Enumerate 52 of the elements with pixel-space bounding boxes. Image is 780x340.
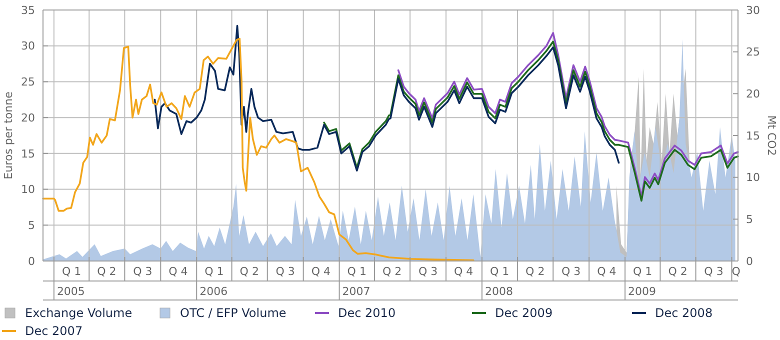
text: 2006 bbox=[200, 285, 228, 298]
line-series bbox=[154, 24, 620, 172]
x-tick-label: Q 1 bbox=[62, 265, 82, 278]
x-tick-label: Q 3 bbox=[133, 265, 152, 278]
x-tick-label: Q 2 bbox=[382, 265, 402, 278]
y2-axis-title: Mt CO2 bbox=[765, 115, 778, 156]
x-tick-label: Q 2 bbox=[526, 265, 545, 278]
y2-tick-label: 30 bbox=[746, 4, 760, 17]
x-tick-label: Q 2 bbox=[668, 265, 688, 278]
line-series bbox=[42, 38, 474, 262]
line-series bbox=[323, 40, 739, 202]
legend-label: OTC / EFP Volume bbox=[180, 306, 286, 320]
y-axis-title: Euros per tonne bbox=[2, 91, 15, 180]
y2-tick-label: 10 bbox=[746, 171, 760, 184]
x-tick-label: Q 4 bbox=[454, 265, 474, 278]
text: 2008 bbox=[484, 285, 513, 298]
text: 2005 bbox=[56, 285, 85, 298]
y-tick-label: 35 bbox=[21, 4, 35, 17]
y2-tick-label: 20 bbox=[746, 88, 760, 101]
legend-label: Dec 2010 bbox=[338, 306, 396, 320]
y-tick-label: 0 bbox=[28, 254, 35, 268]
text: 2007 bbox=[342, 285, 370, 298]
y-tick-label: 10 bbox=[21, 183, 35, 196]
y-tick-label: 5 bbox=[28, 218, 35, 232]
text: 2009 bbox=[628, 285, 656, 298]
x-tick-label: Q 4 bbox=[311, 265, 330, 278]
x-tick-label: Q 4 bbox=[597, 265, 616, 278]
x-tick-label: Q 2 bbox=[240, 265, 259, 278]
x-tick-label: Q 1 bbox=[490, 265, 510, 278]
legend-label: Dec 2009 bbox=[495, 306, 553, 320]
y-tick-label: 15 bbox=[21, 147, 35, 160]
y2-tick-label: 5 bbox=[746, 213, 753, 226]
y-tick-label: 25 bbox=[21, 76, 35, 89]
x-tick-label: Q 1 bbox=[633, 265, 652, 278]
legend-label: Exchange Volume bbox=[25, 306, 132, 320]
x-tick-label: Q 4 bbox=[168, 265, 188, 278]
legend-label: Dec 2008 bbox=[655, 306, 713, 320]
y-tick-label: 30 bbox=[21, 40, 35, 53]
x-tick-label: Q 1 bbox=[347, 265, 366, 278]
x-tick-label: Q 2 bbox=[97, 265, 116, 278]
legend-label: Dec 2007 bbox=[25, 324, 83, 338]
x-tick-label: Q 3 bbox=[562, 265, 581, 278]
x-tick-label: Q 3 bbox=[704, 265, 724, 278]
line-series bbox=[397, 32, 739, 198]
x-tick-label: Q 3 bbox=[418, 265, 438, 278]
x-tick-label: Q bbox=[732, 265, 741, 278]
y2-tick-label: 15 bbox=[746, 129, 760, 142]
y2-tick-label: 0 bbox=[746, 254, 753, 268]
y-tick-label: 20 bbox=[21, 111, 35, 124]
x-tick-label: Q 3 bbox=[276, 265, 295, 278]
y2-tick-label: 25 bbox=[746, 46, 760, 59]
x-tick-label: Q 1 bbox=[204, 265, 224, 278]
